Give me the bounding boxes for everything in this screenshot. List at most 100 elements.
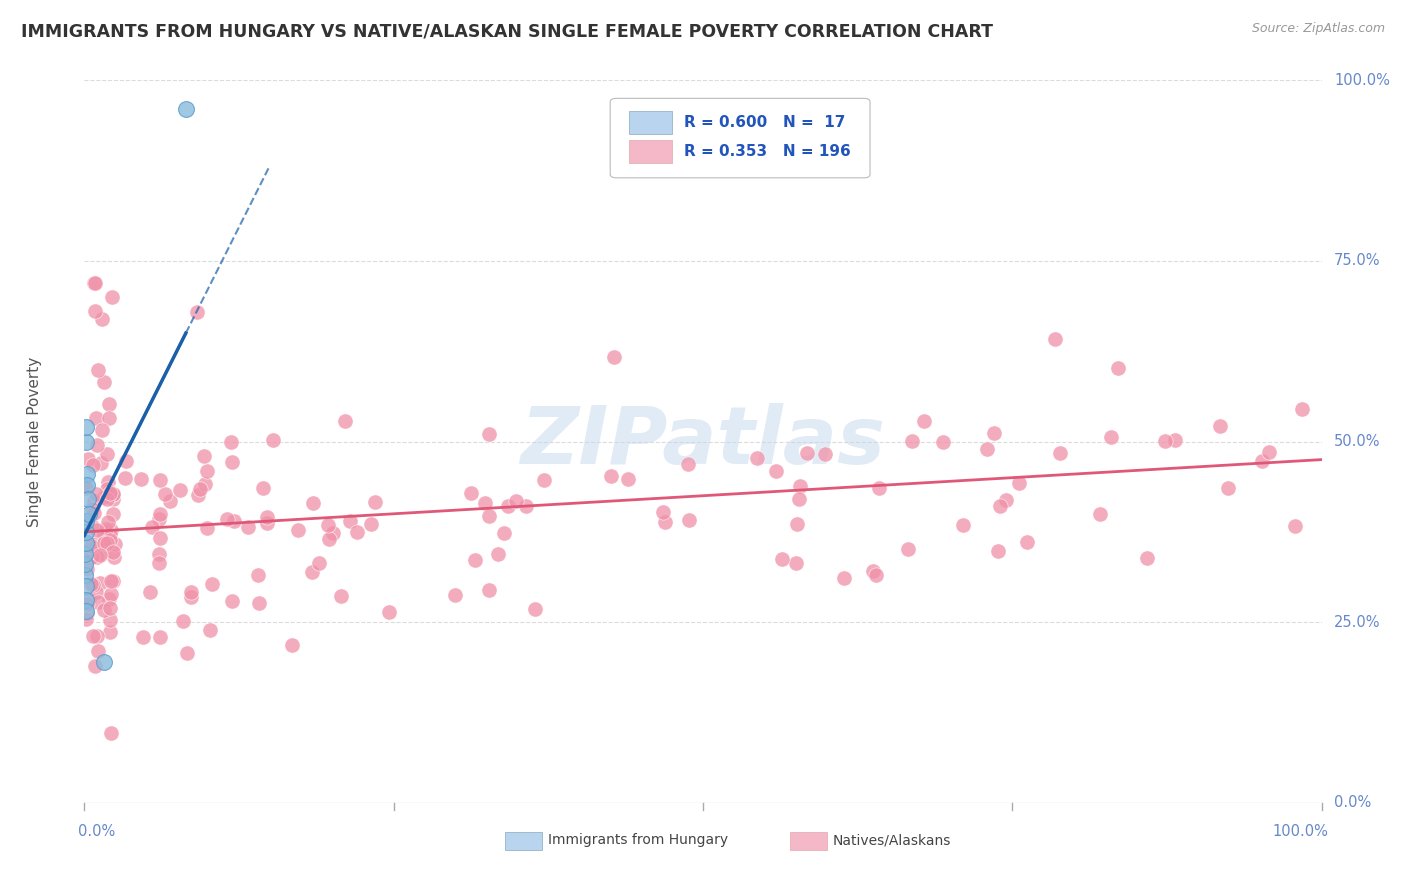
Point — [188, 482, 211, 496]
Point — [1136, 550, 1159, 565]
Point — [176, 646, 198, 660]
Point — [93, 603, 115, 617]
Point — [201, 577, 224, 591]
Text: Natives/Alaskans: Natives/Alaskans — [832, 833, 952, 847]
Point — [676, 457, 699, 471]
Point — [1090, 508, 1112, 522]
Point — [1284, 519, 1306, 533]
Text: 50.0%: 50.0% — [1334, 434, 1381, 449]
Point — [75, 547, 97, 561]
Point — [141, 520, 163, 534]
Point — [132, 631, 155, 645]
Point — [80, 577, 103, 591]
Point — [256, 516, 278, 531]
Point — [75, 612, 97, 626]
Point — [101, 507, 124, 521]
Point — [478, 582, 501, 597]
Point — [77, 591, 100, 606]
Point — [654, 515, 676, 529]
Point — [652, 505, 675, 519]
Point — [1017, 534, 1039, 549]
Point — [97, 515, 120, 529]
Point — [97, 475, 120, 489]
Point — [460, 486, 482, 500]
Point — [786, 517, 808, 532]
Point — [1107, 361, 1129, 376]
Point — [318, 532, 340, 546]
Text: IMMIGRANTS FROM HUNGARY VS NATIVE/ALASKAN SINGLE FEMALE POVERTY CORRELATION CHAR: IMMIGRANTS FROM HUNGARY VS NATIVE/ALASKA… — [21, 22, 993, 40]
Point — [198, 623, 221, 637]
Point — [174, 102, 197, 116]
Point — [98, 613, 121, 627]
Point — [149, 531, 172, 545]
Point — [195, 464, 218, 478]
Point — [159, 493, 181, 508]
Point — [281, 638, 304, 652]
Point — [149, 631, 172, 645]
Point — [80, 519, 103, 533]
Point — [172, 615, 194, 629]
Point — [93, 490, 115, 504]
Point — [97, 410, 120, 425]
Point — [987, 544, 1010, 558]
Point — [308, 556, 330, 570]
Point — [91, 311, 114, 326]
Point — [221, 593, 243, 607]
Point — [84, 304, 107, 318]
Point — [93, 655, 115, 669]
Point — [169, 483, 191, 497]
Point — [486, 547, 509, 561]
Point — [75, 604, 97, 618]
Point — [89, 546, 111, 560]
Point — [148, 556, 170, 570]
Point — [90, 457, 112, 471]
Point — [100, 524, 122, 538]
Point — [478, 427, 501, 442]
Point — [80, 549, 103, 564]
Point — [789, 479, 811, 493]
Point — [515, 500, 537, 514]
Point — [330, 589, 353, 603]
Point — [262, 433, 284, 447]
Text: 25.0%: 25.0% — [1334, 615, 1381, 630]
Text: 0.0%: 0.0% — [79, 824, 115, 839]
Point — [97, 397, 120, 411]
Text: 0.0%: 0.0% — [1334, 796, 1371, 810]
Point — [765, 464, 787, 478]
Point — [301, 565, 323, 579]
Point — [1250, 454, 1272, 468]
Point — [952, 518, 974, 533]
Point — [114, 470, 136, 484]
Point — [505, 494, 527, 508]
Bar — [628, 140, 672, 163]
Point — [82, 578, 104, 592]
Point — [523, 602, 546, 616]
Point — [148, 512, 170, 526]
Text: R = 0.600   N =  17: R = 0.600 N = 17 — [685, 115, 846, 129]
Point — [378, 605, 401, 619]
Point — [83, 494, 105, 508]
Text: 100.0%: 100.0% — [1334, 73, 1391, 87]
Point — [75, 579, 97, 593]
Bar — [505, 831, 543, 850]
Point — [983, 425, 1005, 440]
Point — [96, 482, 118, 496]
Text: Single Female Poverty: Single Female Poverty — [27, 357, 42, 526]
Point — [76, 478, 98, 492]
Point — [900, 434, 922, 448]
Point — [82, 630, 104, 644]
Point — [1216, 481, 1239, 495]
Point — [101, 487, 124, 501]
Point — [219, 435, 242, 450]
Point — [346, 525, 368, 540]
Point — [76, 562, 98, 576]
Point — [83, 276, 105, 290]
Point — [599, 469, 621, 483]
Text: 75.0%: 75.0% — [1334, 253, 1381, 268]
Point — [98, 625, 121, 640]
Point — [1208, 418, 1230, 433]
Point — [79, 507, 101, 521]
Point — [104, 536, 127, 550]
Point — [75, 524, 97, 539]
Point — [101, 290, 124, 304]
